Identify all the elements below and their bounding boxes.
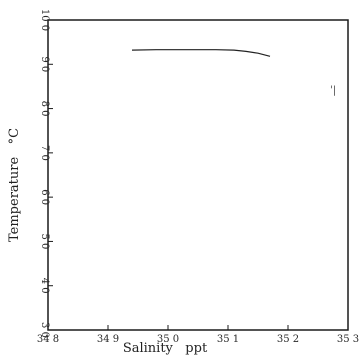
y-tick-label: 9 0: [39, 56, 50, 72]
x-tick-label: 34 8: [37, 334, 59, 345]
x-axis-label: Salinity ppt: [123, 341, 208, 356]
y-tick-label: 5 0: [39, 233, 50, 249]
y-tick-label: 8 0: [39, 101, 50, 117]
y-tick-label: 7 0: [39, 145, 50, 161]
y-tick-label: 10 0: [39, 9, 50, 31]
y-tick-label: 4 0: [39, 278, 50, 294]
x-tick-label: 35 2: [277, 334, 299, 345]
annotation-mark: '|: [330, 85, 336, 96]
x-tick-label: 35 0: [157, 334, 179, 345]
axis-ticks: 34 8 34 9 35 0 35 1 35 2 35 3 3 0 4 0 5 0 6 0 7 0 8…: [37, 9, 359, 345]
annotation-layer: '|: [330, 85, 336, 96]
x-tick-label: 34 9: [97, 334, 119, 345]
x-tick-label: 35 1: [217, 334, 239, 345]
x-tick-label: 35 3: [337, 334, 359, 345]
plot-frame: [47, 19, 349, 331]
series-layer: [131, 49, 271, 57]
series-line: [131, 49, 271, 57]
y-axis-label: Temperature °C: [7, 128, 22, 242]
y-tick-label: 3 0: [39, 322, 50, 338]
y-tick-label: 6 0: [39, 189, 50, 205]
